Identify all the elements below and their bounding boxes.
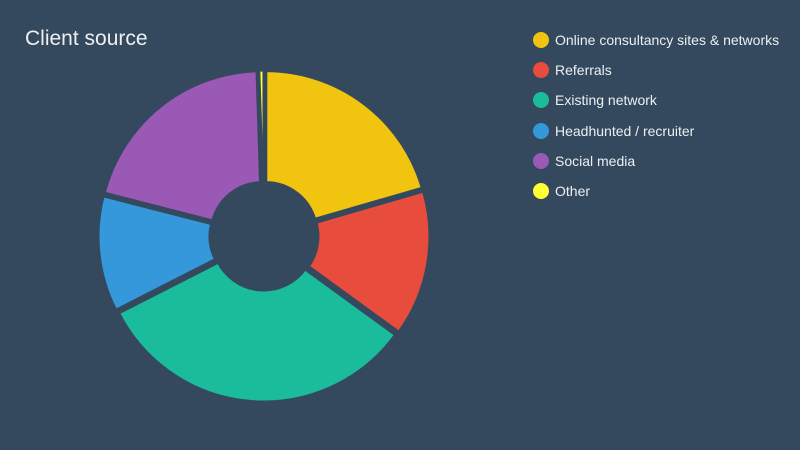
pie-slice-headhunted-recruiter[interactable]	[96, 193, 218, 313]
legend-swatch	[533, 152, 549, 169]
pie-slice-online-consultancy-sites-networks[interactable]	[264, 69, 425, 222]
legend-label: Existing network	[555, 92, 657, 109]
legend-swatch	[533, 183, 549, 200]
legend-swatch	[533, 32, 549, 49]
legend-item-other[interactable]: Other	[533, 176, 779, 206]
chart-legend: Online consultancy sites & networks Refer…	[533, 25, 779, 206]
pie-slices	[96, 68, 432, 404]
legend-swatch	[533, 92, 549, 109]
legend-item-existing-network[interactable]: Existing network	[533, 85, 779, 115]
pie-slice-social-media[interactable]	[102, 69, 263, 223]
pie-slice-existing-network[interactable]	[116, 260, 398, 404]
pie-slice-referrals[interactable]	[306, 189, 432, 335]
legend-swatch	[533, 122, 549, 139]
legend-swatch	[533, 62, 549, 79]
legend-item-online-consultancy-sites-networks[interactable]: Online consultancy sites & networks	[533, 25, 779, 55]
legend-item-social-media[interactable]: Social media	[533, 146, 779, 176]
legend-label: Social media	[555, 152, 636, 169]
legend-label: Referrals	[555, 62, 612, 79]
legend-label: Headhunted / recruiter	[555, 122, 695, 139]
pie-slice-other[interactable]	[257, 68, 266, 184]
legend-item-headhunted-recruiter[interactable]: Headhunted / recruiter	[533, 116, 779, 146]
legend-item-referrals[interactable]: Referrals	[533, 55, 779, 85]
legend-label: Other	[555, 183, 591, 200]
legend-label: Online consultancy sites & networks	[555, 32, 780, 49]
chart-title: Client source	[25, 27, 148, 50]
